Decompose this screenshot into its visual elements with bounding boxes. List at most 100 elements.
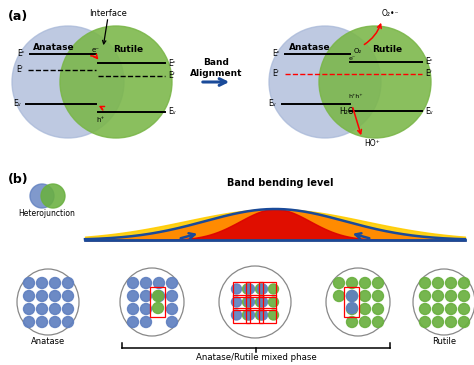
Circle shape	[128, 291, 138, 301]
Text: Eᶠ: Eᶠ	[425, 69, 432, 78]
Circle shape	[446, 277, 456, 288]
Circle shape	[24, 316, 35, 327]
Circle shape	[359, 291, 371, 301]
Bar	[234, 281, 250, 296]
Text: Rutile: Rutile	[113, 46, 143, 54]
Text: HO⁺: HO⁺	[364, 138, 380, 147]
Circle shape	[346, 291, 357, 301]
Circle shape	[153, 303, 164, 314]
Circle shape	[166, 291, 177, 301]
Circle shape	[36, 316, 47, 327]
Circle shape	[140, 304, 152, 315]
Circle shape	[373, 316, 383, 327]
Circle shape	[419, 291, 430, 301]
Text: Heterojunction: Heterojunction	[18, 208, 75, 218]
Circle shape	[346, 291, 357, 301]
Circle shape	[24, 291, 35, 301]
Circle shape	[166, 304, 177, 315]
Circle shape	[346, 303, 357, 314]
Circle shape	[154, 277, 164, 288]
Circle shape	[334, 291, 345, 301]
Circle shape	[154, 291, 164, 301]
Circle shape	[140, 277, 152, 288]
Bar	[234, 295, 250, 310]
Circle shape	[63, 316, 73, 327]
Circle shape	[153, 291, 164, 301]
Bar	[151, 287, 165, 317]
Text: Eᶜ: Eᶜ	[18, 50, 25, 58]
Circle shape	[359, 304, 371, 315]
Circle shape	[231, 284, 241, 294]
Circle shape	[359, 277, 371, 288]
Bar	[246, 281, 264, 296]
Bar	[246, 295, 264, 310]
Bar	[246, 307, 264, 323]
Text: H₂O: H₂O	[340, 108, 355, 116]
Circle shape	[245, 310, 255, 320]
Circle shape	[432, 304, 444, 315]
Text: Interface: Interface	[89, 8, 127, 18]
Text: Eᶜ: Eᶜ	[273, 50, 280, 58]
Circle shape	[245, 297, 255, 307]
Circle shape	[373, 291, 383, 301]
Circle shape	[128, 316, 138, 327]
Text: Eᶜ: Eᶜ	[425, 58, 432, 66]
Circle shape	[373, 304, 383, 315]
Circle shape	[243, 297, 253, 307]
Circle shape	[243, 310, 253, 320]
Bar	[259, 307, 276, 323]
Circle shape	[334, 277, 345, 288]
Circle shape	[49, 316, 61, 327]
Circle shape	[24, 304, 35, 315]
Circle shape	[140, 291, 152, 301]
Circle shape	[419, 304, 430, 315]
Text: Eᵥ: Eᵥ	[268, 100, 276, 108]
Circle shape	[268, 284, 279, 294]
Circle shape	[268, 297, 279, 307]
Text: Rutile: Rutile	[372, 46, 402, 54]
Circle shape	[432, 277, 444, 288]
Circle shape	[166, 316, 177, 327]
Circle shape	[257, 310, 267, 320]
Circle shape	[49, 304, 61, 315]
Circle shape	[346, 316, 357, 327]
Text: Eᶠ: Eᶠ	[168, 72, 175, 81]
Circle shape	[346, 277, 357, 288]
Circle shape	[128, 304, 138, 315]
Text: Band bending level: Band bending level	[227, 178, 333, 188]
Circle shape	[140, 316, 152, 327]
Circle shape	[49, 291, 61, 301]
Text: Eᵥ: Eᵥ	[168, 108, 176, 116]
Circle shape	[419, 277, 430, 288]
Circle shape	[432, 291, 444, 301]
Circle shape	[255, 297, 265, 307]
Circle shape	[24, 277, 35, 288]
Circle shape	[128, 277, 138, 288]
Circle shape	[268, 310, 279, 320]
Circle shape	[446, 304, 456, 315]
Text: O₂: O₂	[354, 48, 362, 54]
Circle shape	[36, 277, 47, 288]
Bar	[345, 287, 359, 317]
Text: O₂•⁻: O₂•⁻	[381, 9, 399, 19]
Text: e⁻: e⁻	[92, 47, 100, 53]
Circle shape	[166, 277, 177, 288]
Bar	[259, 281, 276, 296]
Text: (a): (a)	[8, 10, 28, 23]
Circle shape	[231, 310, 241, 320]
Circle shape	[446, 316, 456, 327]
Text: Eᶠ: Eᶠ	[16, 65, 23, 74]
Circle shape	[458, 277, 470, 288]
Circle shape	[373, 277, 383, 288]
Circle shape	[245, 284, 255, 294]
Circle shape	[60, 26, 172, 138]
Circle shape	[419, 316, 430, 327]
Text: e⁻: e⁻	[348, 57, 356, 61]
Circle shape	[49, 277, 61, 288]
Circle shape	[63, 277, 73, 288]
Circle shape	[255, 284, 265, 294]
Text: Band
Alignment: Band Alignment	[190, 58, 242, 78]
Circle shape	[63, 304, 73, 315]
Text: Eᵥ: Eᵥ	[13, 100, 21, 108]
Text: Anatase: Anatase	[31, 338, 65, 346]
